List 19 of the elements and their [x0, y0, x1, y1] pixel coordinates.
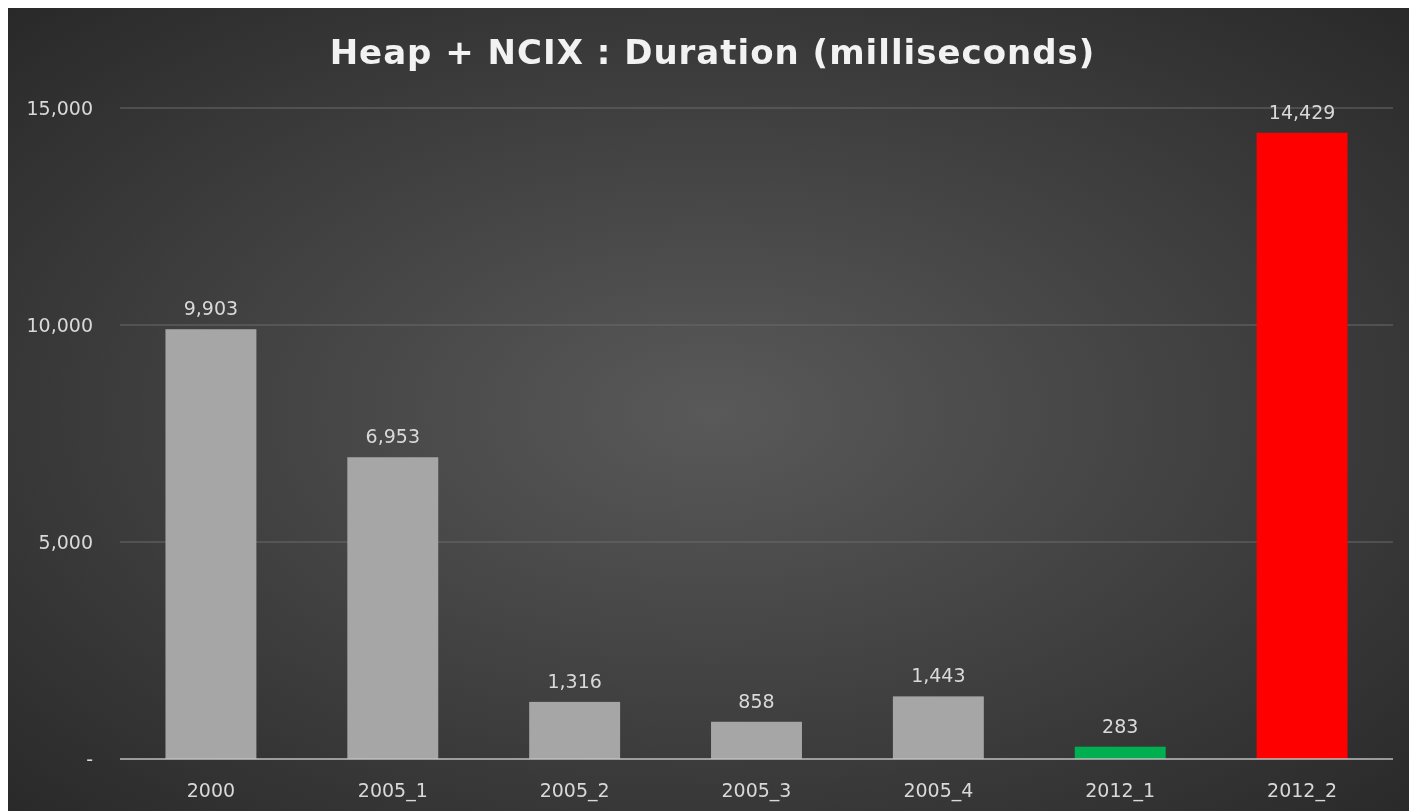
x-tick-label: 2005_1	[357, 779, 428, 802]
x-tick-label: 2000	[186, 779, 236, 801]
data-label: 858	[738, 689, 775, 712]
y-tick-label: -	[86, 747, 93, 770]
data-label: 9,903	[183, 297, 239, 320]
x-tick-label: 2005_3	[721, 779, 792, 802]
data-label: 1,443	[911, 664, 966, 687]
x-tick-label: 2012_2	[1267, 779, 1338, 802]
data-label: 6,953	[365, 425, 420, 448]
y-tick-label: 10,000	[26, 313, 93, 336]
y-tick-label: 15,000	[26, 96, 93, 119]
x-tick-label: 2012_1	[1085, 779, 1156, 802]
chart-title: Heap + NCIX : Duration (milliseconds)	[329, 32, 1096, 72]
x-tick-label: 2005_2	[539, 779, 610, 802]
data-label: 1,316	[547, 669, 602, 692]
y-tick-label: 5,000	[38, 530, 93, 553]
data-label: 283	[1102, 714, 1139, 737]
x-tick-label: 2005_4	[903, 779, 974, 802]
data-label: 14,429	[1268, 100, 1336, 123]
